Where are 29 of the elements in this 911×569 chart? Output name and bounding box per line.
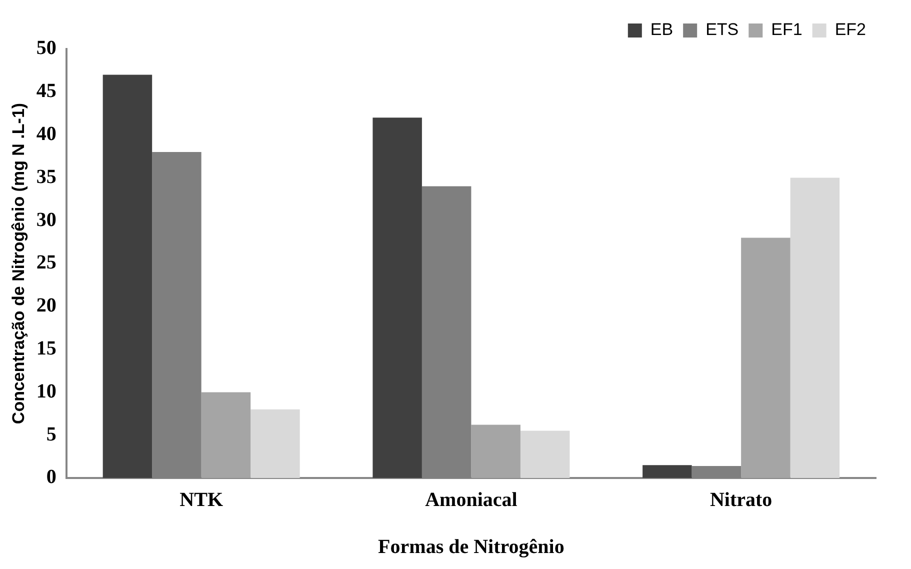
bar bbox=[201, 392, 251, 478]
y-tick-label: 30 bbox=[36, 208, 56, 231]
x-tick-label: Amoniacal bbox=[425, 489, 518, 512]
bar bbox=[102, 74, 152, 478]
y-tick-label: 20 bbox=[36, 294, 56, 317]
bar bbox=[642, 465, 692, 478]
bar bbox=[372, 118, 422, 478]
y-tick-label: 50 bbox=[36, 37, 56, 60]
bar bbox=[790, 178, 840, 478]
y-tick-label: 40 bbox=[36, 122, 56, 145]
bar bbox=[250, 409, 300, 478]
y-tick-label: 35 bbox=[36, 166, 56, 188]
y-axis-title: Concentração de Nitrogênio (mg N .L-1) bbox=[8, 102, 28, 424]
bar bbox=[741, 238, 790, 478]
legend-label: EF2 bbox=[834, 20, 866, 40]
y-tick-label: 25 bbox=[36, 252, 56, 274]
y-tick-label: 10 bbox=[36, 380, 56, 402]
legend-label: ETS bbox=[706, 20, 739, 40]
legend-label: EB bbox=[650, 20, 674, 40]
y-tick-label: 45 bbox=[36, 80, 56, 102]
bar bbox=[520, 430, 570, 478]
bar bbox=[471, 424, 520, 478]
y-tick-label: 5 bbox=[46, 423, 56, 446]
legend-label: EF1 bbox=[771, 20, 802, 40]
x-axis-title: Formas de Nitrogênio bbox=[378, 536, 564, 558]
y-tick-label: 15 bbox=[36, 337, 56, 360]
y-tick-label: 0 bbox=[46, 466, 56, 488]
x-tick-label: NTK bbox=[180, 489, 224, 512]
x-tick-label: Nitrato bbox=[710, 489, 772, 512]
